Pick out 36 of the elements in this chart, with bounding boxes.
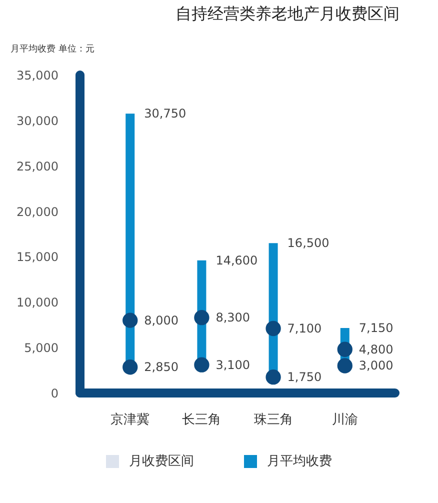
x-tick-label: 长三角 <box>182 412 222 428</box>
annotation: 7,150 <box>358 321 394 336</box>
chart-title: 自持经营类养老地产月收费区间 <box>176 4 400 23</box>
annotation: 14,600 <box>216 253 258 268</box>
data-label: 7,100 <box>287 321 322 336</box>
y-tick-label: 0 <box>50 386 58 400</box>
point <box>337 342 352 357</box>
y-tick-label: 25,000 <box>16 159 58 174</box>
text: 月收费区间 <box>129 453 194 470</box>
data-label: 4,800 <box>358 342 394 356</box>
point <box>266 320 281 336</box>
y-tick-label: 35,000 <box>16 68 58 82</box>
point <box>122 312 138 328</box>
point <box>337 358 352 374</box>
data-label: 2,850 <box>144 360 178 374</box>
x-tick-label: 川渝 <box>332 412 358 428</box>
x-tick-label: 珠三角 <box>254 412 293 428</box>
data-label: 1,750 <box>287 370 322 384</box>
y-tick-label: 20,000 <box>16 204 58 219</box>
y-tick-label: 15,000 <box>16 250 58 264</box>
y-tick-label: 5,000 <box>24 341 58 356</box>
data-label: 8,000 <box>144 313 178 328</box>
point <box>266 370 281 385</box>
data-label: 8,300 <box>216 310 250 325</box>
annotation: 30,750 <box>144 106 186 121</box>
y-tick-label: 10,000 <box>16 296 58 310</box>
annotation: 16,500 <box>287 236 330 250</box>
point <box>122 360 138 375</box>
point <box>194 357 210 372</box>
legend-label: 月平均收费 <box>267 453 332 470</box>
data-label: 3,000 <box>358 358 394 373</box>
point <box>194 310 210 326</box>
y-tick-label: 30,000 <box>16 114 58 128</box>
data-label: 3,100 <box>216 358 250 372</box>
x-tick-label: 京津冀 <box>110 412 150 428</box>
y-axis-title: 月平均收费 单位：元 <box>10 44 94 54</box>
